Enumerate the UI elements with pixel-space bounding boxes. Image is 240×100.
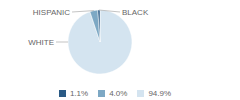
html-text:94.9%: 94.9% bbox=[148, 89, 172, 98]
svg-text:HISPANIC: HISPANIC bbox=[33, 8, 70, 17]
svg-text:WHITE: WHITE bbox=[28, 38, 54, 47]
html-text:1.1%: 1.1% bbox=[69, 89, 89, 98]
html-text:4.0%: 4.0% bbox=[109, 89, 128, 98]
svg-text:BLACK: BLACK bbox=[122, 8, 149, 17]
